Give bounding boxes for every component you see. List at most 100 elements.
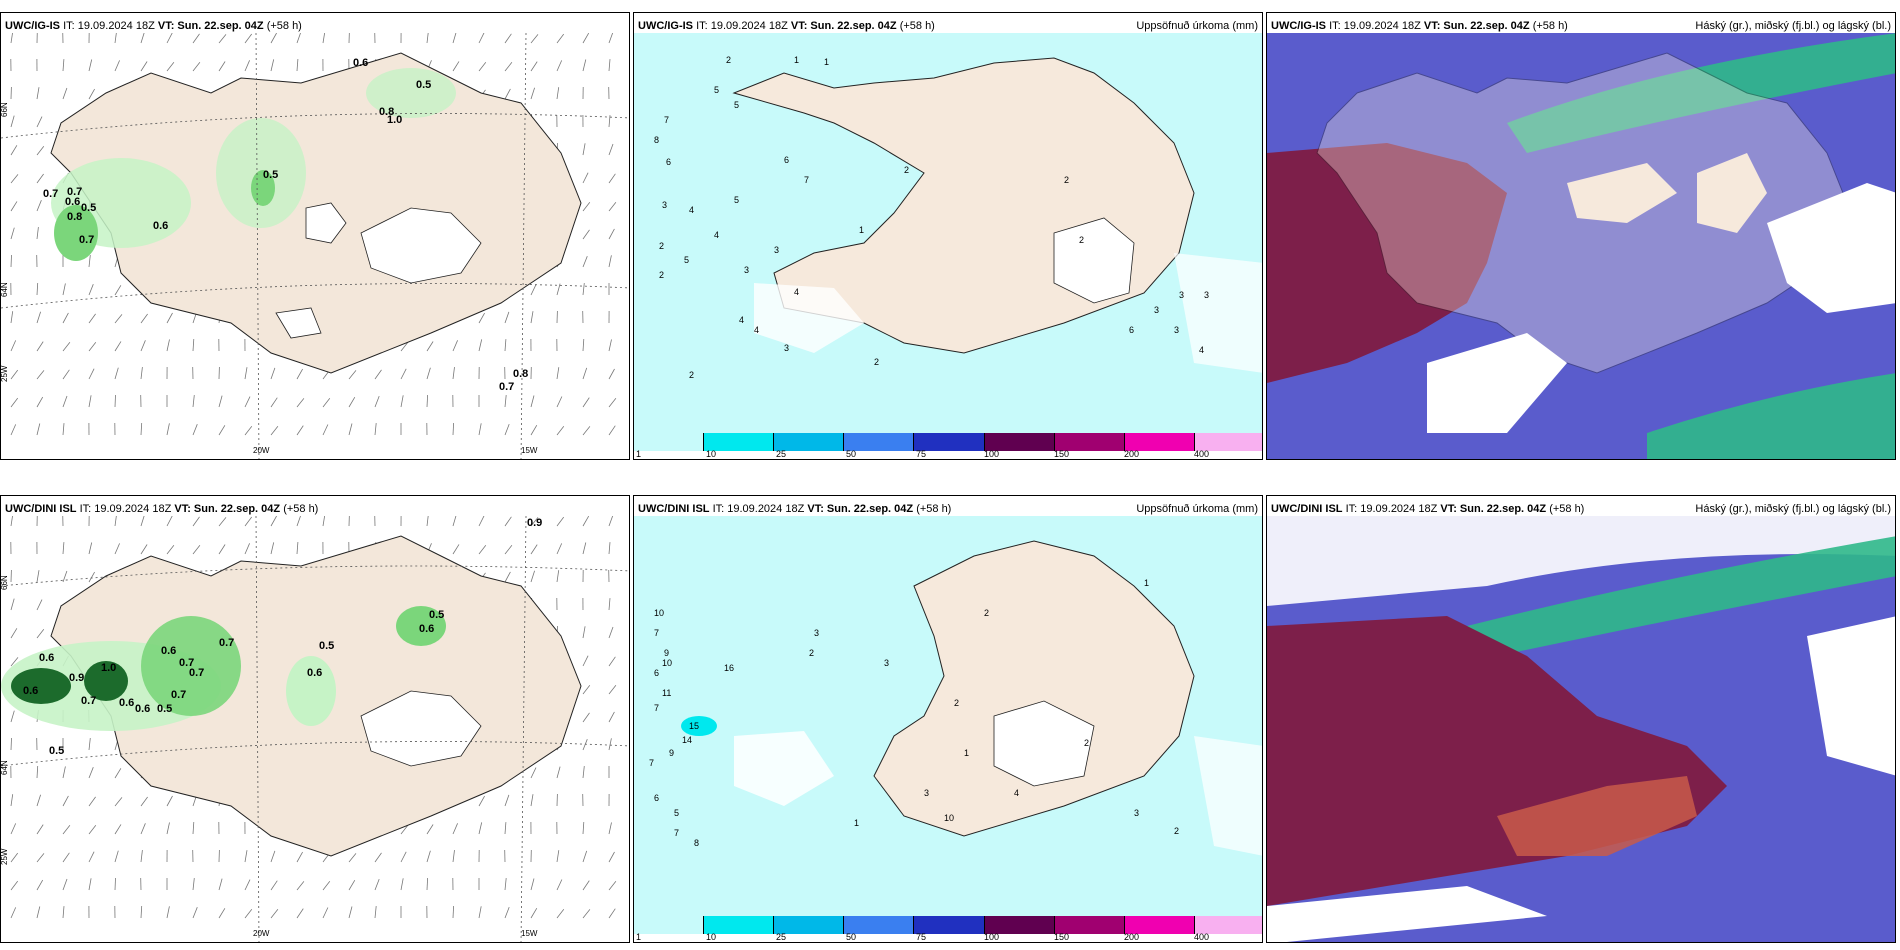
wind-barb <box>556 87 560 100</box>
wind-barb <box>140 850 143 863</box>
colorbar-seg <box>1054 433 1125 451</box>
wind-barb <box>556 516 565 527</box>
colorbar-seg <box>1124 433 1195 451</box>
wind-barb <box>374 852 382 863</box>
label: 2 <box>984 608 989 618</box>
wind-barb <box>140 516 145 527</box>
wind-barb <box>10 369 19 380</box>
label: 3 <box>774 245 779 255</box>
model-name: UWC/DINI ISL <box>1271 503 1343 515</box>
label: 1 <box>1144 578 1149 588</box>
wind-barb <box>166 516 173 527</box>
wind-barb <box>36 570 40 583</box>
wind-barb <box>114 768 122 779</box>
label: 1 <box>964 748 969 758</box>
colorbar-seg <box>704 433 775 451</box>
wind-barb <box>582 338 585 352</box>
wind-barb <box>400 825 409 835</box>
wind-barb <box>296 58 299 72</box>
label: 16 <box>724 663 734 673</box>
wind-barb <box>530 517 539 527</box>
label: 3 <box>1134 808 1139 818</box>
wind-barb <box>582 59 587 72</box>
valid-time: VT: Sun. 22.sep. 04Z <box>1423 20 1530 32</box>
wind-barb <box>114 543 120 555</box>
wind-barb <box>192 907 198 919</box>
wind-barb <box>10 823 17 835</box>
wind-barb <box>10 880 19 891</box>
wind-barb <box>478 339 483 352</box>
wind-barb <box>88 851 95 863</box>
label: 0.8 <box>379 106 394 118</box>
label: 9 <box>664 648 669 658</box>
precip-cell <box>681 716 717 736</box>
label: 3 <box>784 343 789 353</box>
wind-barb <box>36 173 44 184</box>
cloud-map <box>1267 516 1895 942</box>
wind-barb <box>36 599 43 611</box>
label: 11 <box>662 688 671 698</box>
wind-barb <box>114 341 122 352</box>
wind-barb <box>556 543 563 555</box>
tick: 150 <box>1054 449 1070 459</box>
wind-barb <box>166 62 175 72</box>
white-area-se <box>1174 253 1262 373</box>
wind-barb <box>62 283 66 296</box>
label: 0.5 <box>49 745 64 757</box>
cloud-map-svg <box>1267 516 1895 942</box>
lon-label: 15W <box>521 929 538 938</box>
init-time: IT: 19.09.2024 18Z <box>79 503 172 515</box>
label: 3 <box>744 265 749 275</box>
lat-label: 64N <box>1 282 9 297</box>
wind-barb <box>426 850 431 863</box>
wind-barb <box>10 201 18 212</box>
label: 4 <box>739 315 744 325</box>
green-area-3 <box>366 68 456 118</box>
wind-barb <box>192 395 195 408</box>
tick: 150 <box>1054 932 1070 942</box>
wind-barb <box>218 395 223 408</box>
wind-barb <box>608 425 616 436</box>
wind-barb <box>140 33 145 44</box>
wind-barb <box>10 516 13 527</box>
label: 2 <box>1174 826 1179 836</box>
wind-barb <box>452 905 454 919</box>
wind-barb <box>244 367 248 380</box>
lon-label: 20W <box>253 929 270 938</box>
wind-barb <box>504 88 511 100</box>
panel-clouds-dini: UWC/DINI ISL IT: 19.09.2024 18Z VT: Sun.… <box>1266 495 1896 943</box>
wind-barb <box>244 60 250 72</box>
wind-barb <box>36 396 44 408</box>
wind-barb <box>556 425 565 436</box>
label: 10 <box>944 813 954 823</box>
wind-barb <box>192 821 195 835</box>
colorbar-seg <box>774 916 845 934</box>
wind-barb <box>504 571 511 583</box>
wind-barb <box>166 822 170 835</box>
wind-barb <box>270 397 278 408</box>
wind-barb <box>166 795 173 807</box>
wind-barb <box>608 255 612 268</box>
cloud-red-area <box>1267 143 1507 383</box>
wind-barb <box>348 853 357 863</box>
colorbar-seg <box>634 916 705 934</box>
cloud-green-band-top <box>1507 33 1895 153</box>
wind-barb <box>62 795 69 807</box>
wind-barb <box>270 909 279 919</box>
wind-barb <box>608 822 612 835</box>
panel-clouds-igis: UWC/IG-IS IT: 19.09.2024 18Z VT: Sun. 22… <box>1266 12 1896 460</box>
label: 5 <box>674 808 679 818</box>
wind-barb <box>556 396 563 408</box>
wind-barb <box>374 423 377 436</box>
wind-barb <box>582 172 589 184</box>
cloud-white-top <box>1267 516 1895 606</box>
label: 0.9 <box>69 672 84 684</box>
label: 0.5 <box>319 640 334 652</box>
label: 6 <box>784 155 789 165</box>
wind-barb <box>608 202 617 212</box>
wind-barb <box>62 59 65 72</box>
wind-barb <box>10 227 15 240</box>
label: 1.0 <box>101 662 116 674</box>
wind-barb <box>478 61 487 72</box>
wind-barb <box>504 878 507 891</box>
